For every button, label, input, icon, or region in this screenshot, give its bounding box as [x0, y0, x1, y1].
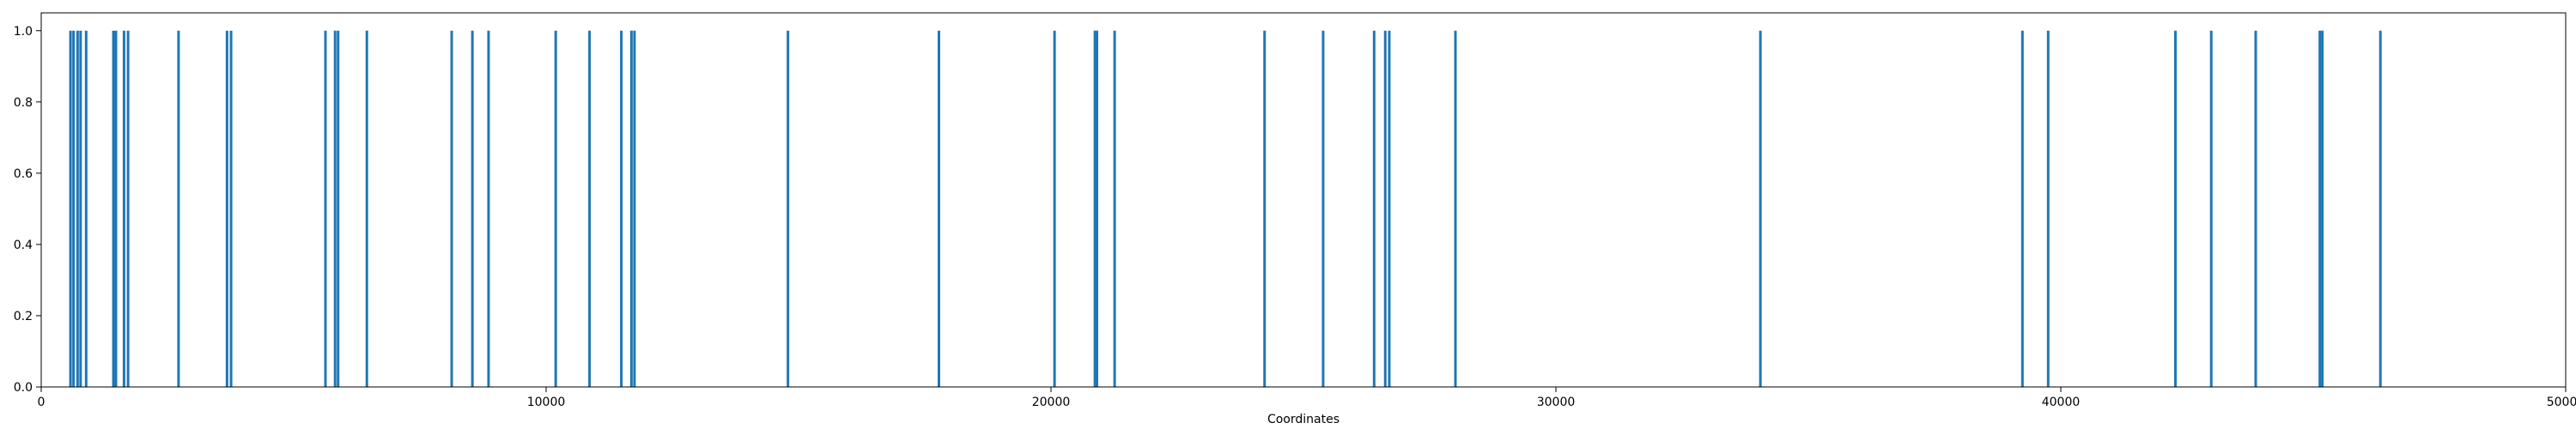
- bar-43: [2321, 30, 2324, 387]
- bar-31: [1321, 30, 1325, 387]
- bar-15: [365, 30, 368, 387]
- bar-14: [337, 30, 340, 387]
- bar-27: [1093, 30, 1097, 387]
- plot-area: [41, 13, 2576, 387]
- bar-1: [72, 30, 76, 387]
- bar-37: [2020, 30, 2024, 387]
- bar-24: [787, 30, 790, 387]
- bar-8: [126, 30, 130, 387]
- bar-28: [1096, 30, 1099, 387]
- y-tick-label: 0.2: [14, 310, 33, 323]
- bar-11: [229, 30, 233, 387]
- x-tick-label: 20000: [1032, 396, 1071, 409]
- bar-44: [2379, 30, 2382, 387]
- y-tick-label: 0.8: [14, 96, 33, 110]
- bar-39: [2173, 30, 2177, 387]
- x-tick-label: 40000: [2042, 396, 2081, 409]
- bar-42: [2318, 30, 2322, 387]
- x-tick-label: 0: [38, 396, 46, 409]
- bar-6: [114, 30, 118, 387]
- bar-33: [1383, 30, 1387, 387]
- bar-23: [633, 30, 636, 387]
- x-tick-label: 10000: [527, 396, 566, 409]
- bar-25: [937, 30, 940, 387]
- y-tick-label: 0.4: [14, 239, 33, 252]
- bar-22: [629, 30, 633, 387]
- bar-12: [324, 30, 327, 387]
- bar-34: [1388, 30, 1391, 387]
- bar-20: [588, 30, 592, 387]
- bar-41: [2254, 30, 2257, 387]
- bar-3: [79, 30, 82, 387]
- bar-0: [69, 30, 72, 387]
- bar-40: [2209, 30, 2213, 387]
- bar-21: [620, 30, 623, 387]
- bar-2: [76, 30, 79, 387]
- bar-9: [177, 30, 180, 387]
- bar-5: [112, 30, 115, 387]
- bar-13: [333, 30, 337, 387]
- y-tick-label: 0.6: [14, 167, 33, 181]
- bar-38: [2046, 30, 2050, 387]
- bar-29: [1113, 30, 1116, 387]
- bars-group: [69, 30, 2382, 387]
- bar-18: [487, 30, 490, 387]
- bar-16: [450, 30, 453, 387]
- bar-30: [1263, 30, 1267, 387]
- bar-4: [84, 30, 88, 387]
- y-tick-label: 1.0: [14, 25, 33, 39]
- bar-17: [471, 30, 474, 387]
- bar-35: [1454, 30, 1457, 387]
- bar-36: [1759, 30, 1762, 387]
- bar-10: [225, 30, 228, 387]
- bar-19: [554, 30, 557, 387]
- x-tick-label: 30000: [1537, 396, 1576, 409]
- y-tick-label: 0.0: [14, 381, 33, 395]
- bar-7: [122, 30, 125, 387]
- bar-32: [1372, 30, 1376, 387]
- bar-26: [1053, 30, 1056, 387]
- x-axis-label: Coordinates: [1267, 413, 1340, 426]
- plot-frame: [40, 12, 2567, 388]
- y-axis-ticks: 0.0 0.2 0.4 0.6 0.8 1.0: [14, 25, 41, 395]
